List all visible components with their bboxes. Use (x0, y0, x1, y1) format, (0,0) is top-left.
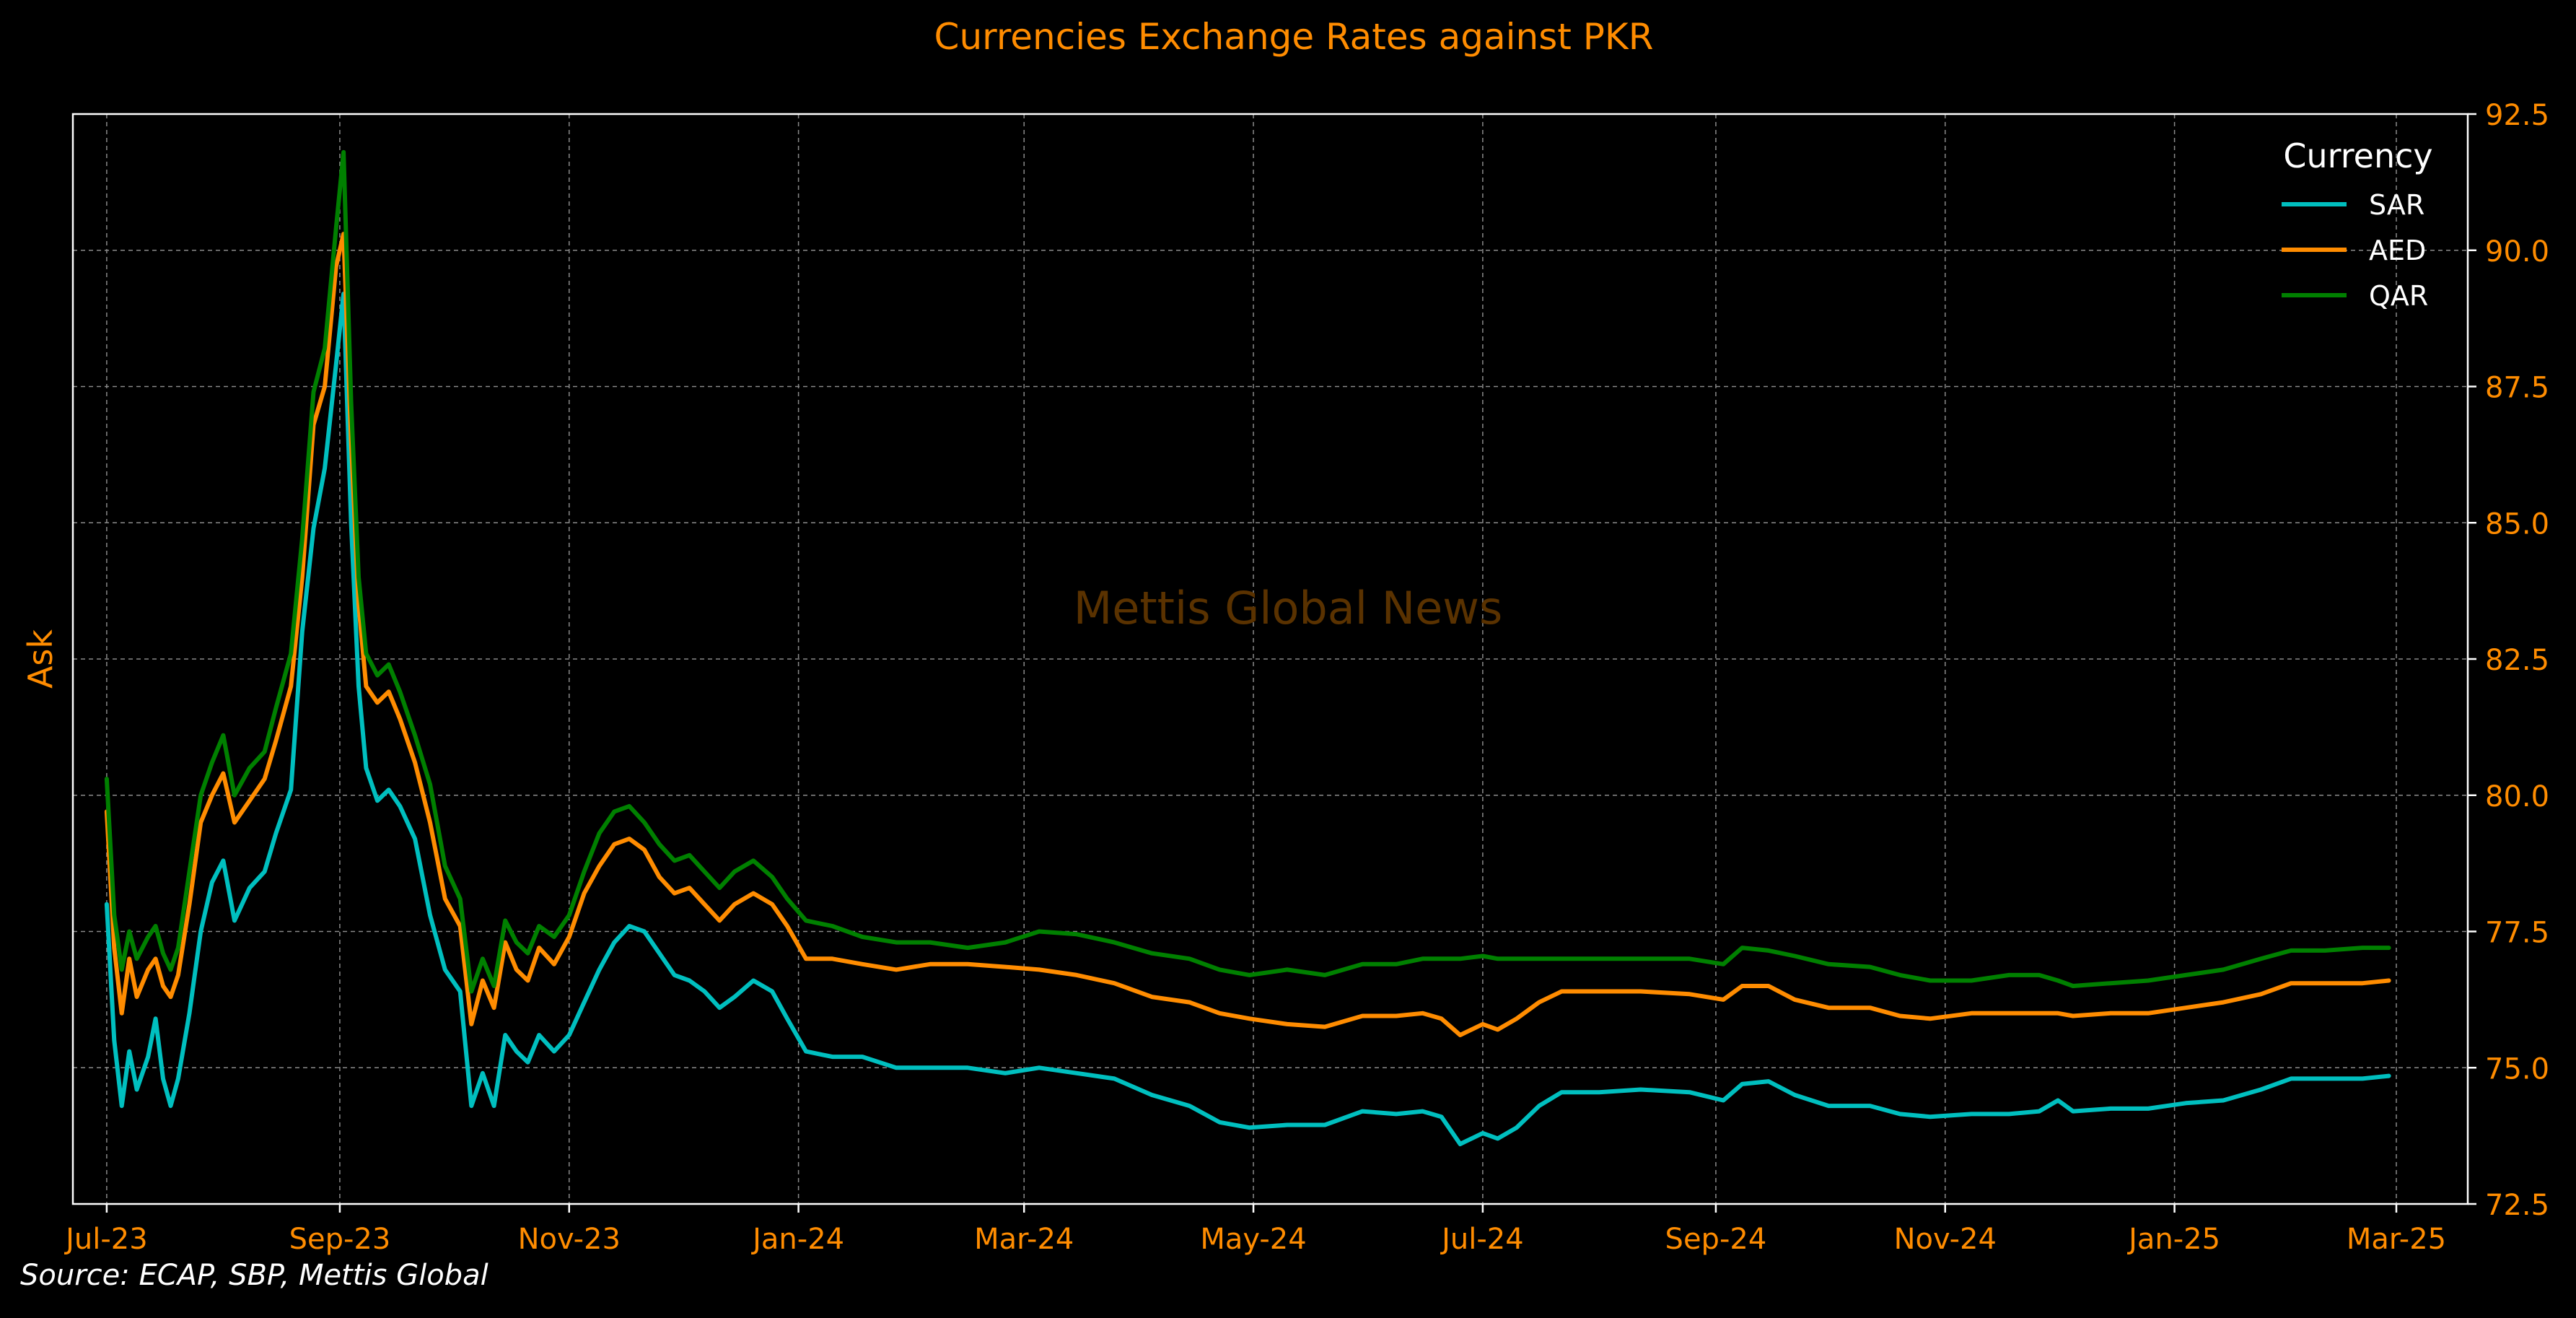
x-tick-label: Jan-24 (750, 1223, 844, 1256)
x-tick-label: Sep-24 (1665, 1223, 1767, 1256)
source-note: Source: ECAP, SBP, Mettis Global (20, 1259, 489, 1292)
legend-items: SAR AED QAR (2282, 189, 2428, 312)
legend: Currency SAR AED QAR (2282, 136, 2433, 312)
y-tick-label: 72.5 (2485, 1189, 2549, 1222)
x-tick-label: Jul-23 (63, 1223, 148, 1256)
series-line-aed (104, 232, 2391, 1037)
y-tick-label: 75.0 (2485, 1052, 2549, 1086)
x-tick-label: May-24 (1200, 1223, 1306, 1256)
watermark-text: Mettis Global News (1074, 582, 1503, 634)
legend-label-sar: SAR (2369, 189, 2424, 221)
y-tick-label: 90.0 (2485, 235, 2549, 269)
y-axis-label: Ask (21, 629, 60, 689)
x-tick-label: Nov-23 (518, 1223, 621, 1256)
y-tick-label: 92.5 (2485, 99, 2549, 132)
legend-label-qar: QAR (2369, 280, 2428, 312)
y-tick-label: 80.0 (2485, 780, 2549, 813)
y-tick-label: 82.5 (2485, 644, 2549, 677)
x-tick-label: Nov-24 (1894, 1223, 1997, 1256)
x-tick-label: Sep-23 (289, 1223, 391, 1256)
series-line-qar (104, 149, 2391, 994)
x-tick-label: Mar-25 (2347, 1223, 2446, 1256)
x-tick-label: Jul-24 (1440, 1223, 1524, 1256)
x-tick-label: Mar-24 (974, 1223, 1074, 1256)
series-lines (104, 149, 2391, 1146)
y-tick-label: 87.5 (2485, 372, 2549, 405)
legend-label-aed: AED (2369, 235, 2426, 266)
y-axis: 72.5 75.0 77.5 80.0 82.5 85.0 87.5 90.0 92.5 (2468, 99, 2549, 1222)
chart-title: Currencies Exchange Rates against PKR (934, 16, 1654, 58)
x-tick-label: Jan-25 (2126, 1223, 2220, 1256)
legend-title: Currency (2283, 136, 2432, 175)
x-axis: Jul-23 Sep-23 Nov-23 Jan-24 Mar-24 May-24 Jul-… (63, 1204, 2446, 1256)
y-tick-label: 85.0 (2485, 507, 2549, 541)
series-line-sar (104, 292, 2391, 1146)
y-tick-label: 77.5 (2485, 917, 2549, 950)
